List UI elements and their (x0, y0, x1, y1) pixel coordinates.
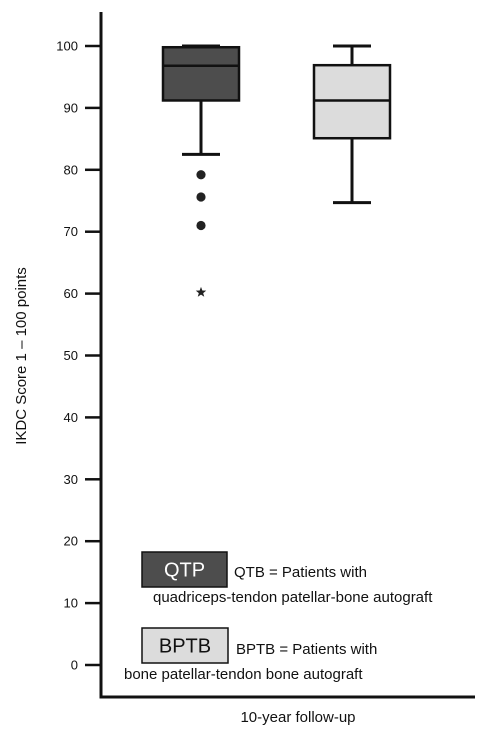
box-bptb (312, 44, 392, 205)
y-tick-label: 70 (64, 224, 78, 239)
legend-swatch (141, 627, 229, 664)
y-tick-label: 90 (64, 100, 78, 115)
axes: 0 10 20 30 40 50 60 70 80 90 100 (56, 12, 475, 699)
legend-description-line2: bone patellar-tendon bone autograft (124, 666, 363, 683)
interquartile-box (161, 45, 241, 102)
y-tick-label: 100 (56, 39, 78, 54)
box-qtp (161, 44, 241, 297)
y-tick-label: 50 (64, 348, 78, 363)
y-tick-label: 10 (64, 596, 78, 611)
legend-description-line1: BPTB = Patients with (236, 641, 377, 658)
x-axis-title: 10-year follow-up (240, 709, 355, 726)
y-tick-label: 0 (71, 658, 78, 673)
legend-description-line2: quadriceps-tendon patellar-bone autograf… (153, 589, 433, 606)
outlier-point (196, 192, 206, 202)
legend-description-line1: QTB = Patients with (234, 564, 367, 581)
y-axis-title: IKDC Score 1 – 100 points (13, 267, 30, 445)
legend: QTP QTB = Patients with quadriceps-tendon … (124, 551, 433, 683)
legend-entry-qtp: QTP QTB = Patients with quadriceps-tendon … (141, 551, 433, 606)
legend-swatch-label: QTP (164, 560, 205, 582)
legend-swatch-label: BPTB (159, 636, 211, 658)
outlier-point (196, 220, 206, 231)
y-tick-label: 30 (64, 472, 78, 487)
y-tick-label: 60 (64, 286, 78, 301)
y-tick-label: 80 (64, 162, 78, 177)
y-tick-label: 40 (64, 410, 78, 425)
outlier-point (196, 170, 206, 180)
y-ticks: 0 10 20 30 40 50 60 70 80 90 100 (56, 39, 101, 673)
y-tick-label: 20 (64, 534, 78, 549)
extreme-point (195, 286, 207, 297)
legend-swatch (141, 551, 228, 588)
box-series (161, 44, 392, 297)
legend-entry-bptb: BPTB BPTB = Patients with bone patellar-te… (124, 627, 377, 683)
